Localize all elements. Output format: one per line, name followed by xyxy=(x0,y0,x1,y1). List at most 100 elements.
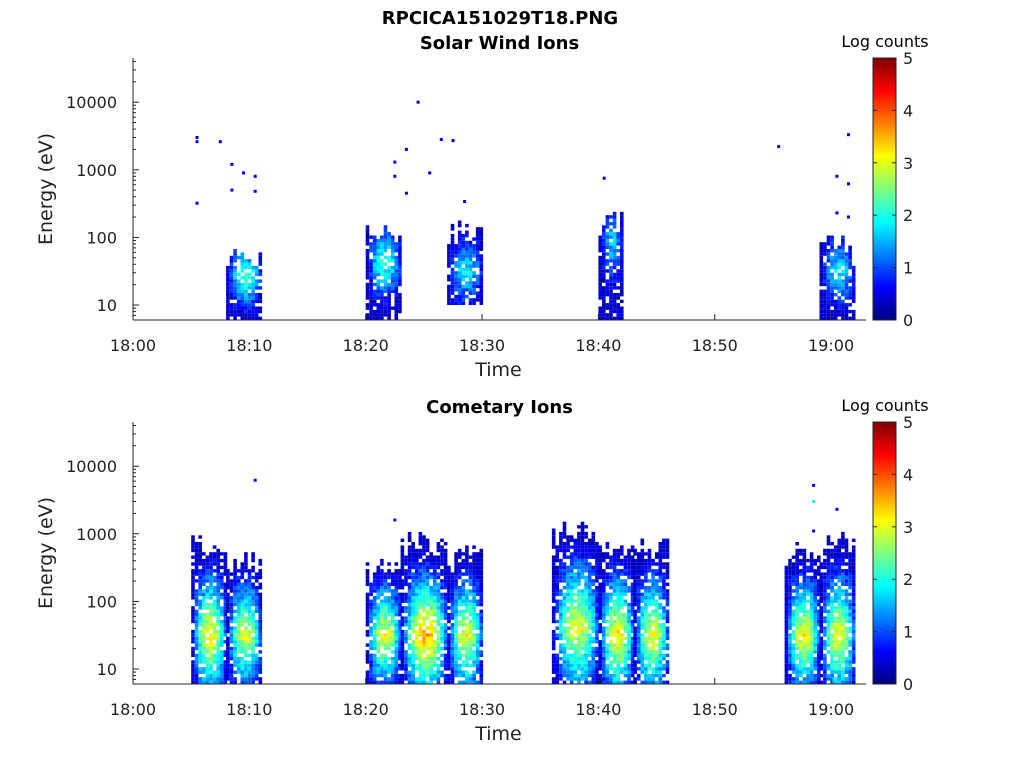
burst-cell xyxy=(819,589,824,593)
burst-cell xyxy=(569,592,574,597)
burst-cell xyxy=(602,306,606,310)
burst-cell xyxy=(662,609,666,613)
burst-cell xyxy=(788,633,792,637)
burst-cell xyxy=(407,555,412,559)
burst-cell xyxy=(418,626,423,630)
burst-cell xyxy=(784,629,789,634)
burst-cell xyxy=(461,298,466,302)
burst-cell xyxy=(411,582,415,586)
burst-cell xyxy=(620,586,624,590)
burst-cell xyxy=(784,636,789,641)
burst-cell xyxy=(802,657,807,661)
burst-cell xyxy=(376,272,381,277)
burst-cell xyxy=(376,279,381,283)
burst-cell xyxy=(365,276,370,280)
isolated-count xyxy=(835,507,839,511)
burst-cell xyxy=(383,633,388,637)
burst-cell xyxy=(226,609,230,613)
burst-cell xyxy=(202,629,206,634)
burst-cell xyxy=(251,602,255,607)
burst-cell xyxy=(598,245,602,249)
burst-cell xyxy=(795,586,799,590)
burst-cell xyxy=(830,548,834,553)
burst-cell xyxy=(612,670,617,674)
burst-cell xyxy=(837,660,842,664)
burst-cell xyxy=(584,613,588,617)
burst-cell xyxy=(819,565,824,570)
burst-cell xyxy=(620,589,624,593)
burst-cell xyxy=(595,613,599,617)
burst-cell xyxy=(806,667,810,671)
burst-cell xyxy=(447,636,451,641)
burst-cell xyxy=(233,660,237,664)
burst-cell xyxy=(658,680,663,684)
burst-cell xyxy=(447,579,451,583)
burst-cell xyxy=(465,599,469,603)
burst-cell xyxy=(436,606,441,610)
burst-cell xyxy=(833,633,838,637)
burst-cell xyxy=(598,663,602,668)
burst-cell xyxy=(233,289,237,293)
burst-cell xyxy=(819,667,824,671)
burst-cell xyxy=(577,680,581,684)
burst-cell xyxy=(365,575,370,580)
burst-cell xyxy=(475,619,480,624)
burst-cell xyxy=(425,660,430,664)
burst-cell xyxy=(826,286,831,290)
burst-cell xyxy=(365,619,370,624)
burst-cell xyxy=(844,667,849,671)
burst-cell xyxy=(616,602,620,607)
burst-cell xyxy=(407,602,412,607)
burst-cell xyxy=(376,660,381,664)
burst-cell xyxy=(465,294,469,299)
burst-cell xyxy=(472,569,476,573)
burst-cell xyxy=(602,575,606,580)
burst-cell xyxy=(454,586,458,590)
burst-cell xyxy=(817,582,821,586)
burst-cell xyxy=(795,670,799,674)
burst-cell xyxy=(830,313,834,317)
burst-cell xyxy=(833,555,838,559)
burst-cell xyxy=(562,643,567,647)
burst-cell xyxy=(844,626,849,630)
burst-cell xyxy=(605,643,610,647)
burst-cell xyxy=(387,589,391,593)
burst-cell xyxy=(415,616,419,620)
burst-cell xyxy=(806,636,810,641)
burst-cell xyxy=(418,616,423,620)
burst-cell xyxy=(407,582,412,586)
burst-cell xyxy=(573,646,578,651)
burst-cell xyxy=(380,562,384,566)
burst-cell xyxy=(220,657,224,661)
burst-cell xyxy=(784,663,789,668)
burst-cell xyxy=(562,535,567,539)
burst-cell xyxy=(806,575,810,580)
burst-cell xyxy=(472,271,476,275)
burst-cell xyxy=(454,562,458,566)
burst-cell xyxy=(823,269,827,273)
burst-cell xyxy=(394,262,399,266)
burst-cell xyxy=(372,269,377,273)
burst-cell xyxy=(365,562,370,566)
burst-cell xyxy=(390,245,395,249)
burst-cell xyxy=(844,282,849,287)
burst-cell xyxy=(559,579,563,583)
burst-cell xyxy=(465,596,469,600)
burst-cell xyxy=(612,242,617,246)
burst-cell xyxy=(802,646,807,651)
burst-cell xyxy=(418,555,423,559)
burst-cell xyxy=(844,555,849,559)
burst-cell xyxy=(411,586,415,590)
burst-cell xyxy=(394,629,399,634)
burst-cell xyxy=(254,279,259,283)
burst-cell xyxy=(795,680,799,684)
burst-cell xyxy=(605,633,610,637)
burst-cell xyxy=(369,619,373,624)
burst-cell xyxy=(633,643,637,647)
burst-cell xyxy=(799,673,803,678)
burst-cell xyxy=(809,602,814,607)
burst-cell xyxy=(580,663,585,668)
burst-cell xyxy=(848,582,852,586)
burst-cell xyxy=(819,582,824,586)
burst-cell xyxy=(369,640,373,644)
